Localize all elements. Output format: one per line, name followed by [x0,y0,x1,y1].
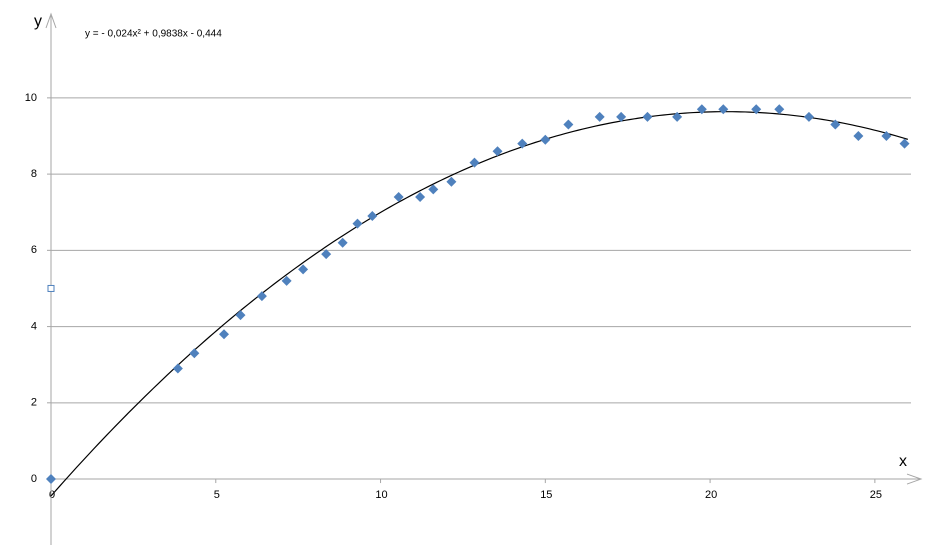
point [616,111,627,122]
point [393,191,404,202]
point [235,310,246,321]
y-tick-label: 6 [31,244,37,256]
point [469,157,480,168]
point [594,111,605,122]
y-tick-label: 2 [31,397,37,409]
y-tick-label: 8 [31,168,37,180]
point [321,249,332,260]
point [47,284,55,292]
y-tick-label: 0 [31,473,37,485]
point [337,237,348,248]
trendline [50,111,908,497]
point [853,130,864,141]
point [428,184,439,195]
x-tick-label: 5 [214,489,220,501]
point [563,119,574,130]
point [446,176,457,187]
y-axis-arrow [45,12,57,29]
trendline-equation: y = - 0,024x² + 0,9838x - 0,444 [85,29,222,40]
point [540,134,551,145]
point [751,104,762,115]
point [899,138,910,149]
point [367,211,378,222]
point [172,363,183,374]
point [492,146,503,157]
point [672,111,683,122]
y-tick-label: 4 [31,320,37,332]
point [803,111,814,122]
point [718,104,729,115]
x-tick-label: 20 [705,489,717,501]
point [46,474,56,485]
point [415,191,426,202]
y-axis-title: y [34,13,42,30]
y-tick-label: 10 [25,92,37,104]
point [189,348,200,359]
point [774,104,785,115]
point [298,264,309,275]
x-tick-label: 15 [540,489,552,501]
point [696,104,707,115]
point [256,291,267,302]
x-axis-arrow [906,473,923,485]
x-axis-title: x [899,453,907,470]
point [281,275,292,286]
point [517,138,528,149]
point [219,329,230,340]
point [352,218,363,229]
point [830,119,841,130]
x-tick-label: 25 [870,489,882,501]
point [642,111,653,122]
x-tick-label: 10 [375,489,387,501]
point [881,130,892,141]
